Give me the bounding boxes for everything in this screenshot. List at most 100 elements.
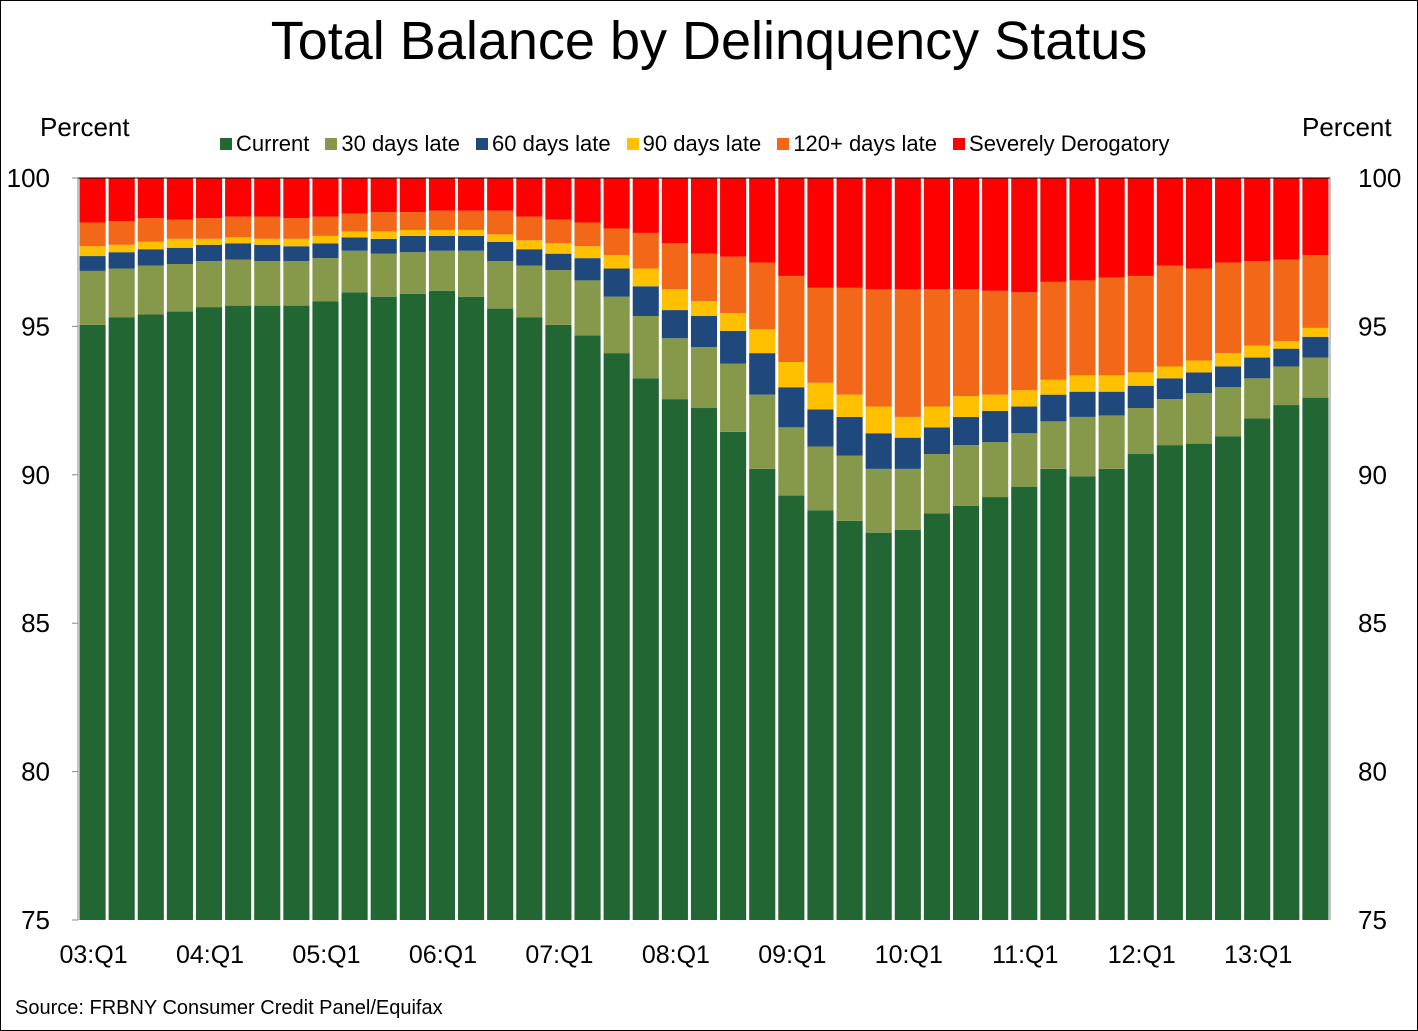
bar-segment-current: [720, 431, 747, 920]
bar-segment-30-days-late: [370, 253, 397, 297]
bar-segment-severely-derogatory: [1011, 178, 1038, 293]
bar-segment-current: [225, 305, 252, 920]
y-tick-label-right: 80: [1358, 757, 1387, 787]
left-axis-label: Percent: [40, 112, 130, 142]
bar-segment-120-days-late: [283, 218, 310, 239]
bar-segment-30-days-late: [720, 363, 747, 432]
bar-segment-120-days-late: [749, 262, 776, 330]
legend-swatch: [953, 138, 966, 150]
bar-segment-60-days-late: [1302, 336, 1329, 358]
bar-segment-90-days-late: [137, 241, 164, 250]
bar-segment-120-days-late: [1185, 268, 1213, 361]
bar-segment-120-days-late: [690, 253, 718, 302]
bar-segment-severely-derogatory: [894, 178, 921, 290]
bar-segment-120-days-late: [1127, 275, 1154, 373]
bar-segment-90-days-late: [428, 229, 456, 236]
bar-segment-120-days-late: [137, 218, 164, 242]
bar-segment-90-days-late: [952, 396, 980, 417]
bar-segment-current: [1011, 486, 1038, 920]
bar-segment-90-days-late: [603, 255, 630, 269]
bar-segment-90-days-late: [254, 238, 281, 245]
bar-segment-60-days-late: [1011, 406, 1038, 434]
bar-segment-current: [487, 308, 514, 920]
bar-segment-30-days-late: [1098, 415, 1125, 469]
bar-segment-severely-derogatory: [1185, 178, 1213, 269]
bar-segment-current: [836, 520, 863, 920]
legend-label: 120+ days late: [793, 131, 938, 156]
bar-segment-30-days-late: [982, 442, 1009, 498]
bar-segment-severely-derogatory: [1244, 178, 1271, 262]
bar-segment-120-days-late: [1244, 261, 1271, 346]
bar-segment-60-days-late: [428, 235, 456, 251]
bar-segment-severely-derogatory: [1040, 178, 1067, 282]
bar-segment-90-days-late: [661, 289, 688, 311]
bar-segment-severely-derogatory: [1273, 178, 1300, 260]
bar-segment-60-days-late: [1185, 372, 1213, 394]
bar-segment-severely-derogatory: [1302, 178, 1329, 256]
bar-segment-severely-derogatory: [778, 178, 805, 276]
legend-label: Current: [236, 131, 310, 156]
bar-segment-120-days-late: [574, 222, 601, 247]
legend-item: 30 days late: [325, 131, 460, 157]
bar-segment-120-days-late: [836, 287, 863, 395]
bar-segment-120-days-late: [778, 275, 805, 363]
bar-segment-severely-derogatory: [1098, 178, 1125, 278]
bar-segment-90-days-late: [836, 394, 863, 417]
x-tick-label: 10:Q1: [875, 941, 943, 969]
bar-segment-90-days-late: [1069, 375, 1096, 392]
bar-segment-severely-derogatory: [399, 178, 426, 213]
bar-segment-120-days-late: [487, 210, 514, 235]
bar-segment-60-days-late: [108, 252, 135, 269]
bar-segment-30-days-late: [661, 338, 688, 400]
y-tick-label-left: 90: [21, 460, 50, 490]
bar-segment-90-days-late: [1302, 327, 1329, 337]
bar-segment-severely-derogatory: [632, 178, 659, 233]
bar-segment-30-days-late: [1011, 433, 1038, 487]
legend-item: 60 days late: [476, 131, 611, 157]
bar-segment-30-days-late: [1127, 408, 1154, 455]
bar-segment-30-days-late: [545, 270, 572, 325]
bar-segment-current: [749, 468, 776, 920]
bar-segment-60-days-late: [516, 249, 543, 266]
y-tick-label-right: 90: [1358, 460, 1387, 490]
bar-segment-120-days-late: [807, 287, 834, 383]
bar-segment-current: [574, 335, 601, 921]
bar-segment-90-days-late: [1244, 345, 1271, 358]
bar-segment-30-days-late: [399, 252, 426, 294]
bar-segment-severely-derogatory: [458, 178, 485, 211]
bar-segment-current: [283, 305, 310, 920]
bar-segment-30-days-late: [778, 427, 805, 496]
bar-segment-current: [516, 317, 543, 921]
bar-segment-120-days-late: [545, 219, 572, 244]
bar-segment-120-days-late: [894, 289, 921, 417]
bar-segment-30-days-late: [1215, 387, 1242, 437]
bar-segment-120-days-late: [79, 222, 106, 247]
bar-segment-60-days-late: [312, 243, 339, 259]
bar-segment-current: [1069, 476, 1096, 920]
bar-segment-current: [1098, 468, 1125, 920]
bar-segment-120-days-late: [982, 290, 1009, 395]
bar-segment-90-days-late: [1127, 372, 1154, 386]
bar-segment-120-days-late: [166, 219, 193, 239]
bar-segment-30-days-late: [923, 454, 950, 514]
bar-segment-30-days-late: [79, 270, 106, 325]
bar-segment-60-days-late: [1273, 348, 1300, 367]
bar-segment-120-days-late: [1302, 255, 1329, 328]
bar-segment-120-days-late: [632, 232, 659, 269]
y-tick-label-right: 95: [1358, 311, 1387, 341]
bar-segment-30-days-late: [952, 445, 980, 506]
bar-segment-60-days-late: [1040, 394, 1067, 422]
bar-segment-severely-derogatory: [807, 178, 834, 288]
bar-segment-30-days-late: [516, 265, 543, 318]
bar-segment-120-days-late: [225, 216, 252, 238]
bar-segment-current: [1127, 454, 1154, 920]
bar-segment-current: [1215, 436, 1242, 920]
bar-segment-120-days-late: [428, 210, 456, 230]
y-tick-label-right: 100: [1358, 163, 1401, 193]
bar-segment-90-days-late: [1011, 390, 1038, 407]
bar-segment-60-days-late: [603, 268, 630, 297]
bar-segment-current: [661, 399, 688, 921]
legend-label: 90 days late: [642, 131, 762, 156]
bar-segment-90-days-late: [1215, 353, 1242, 367]
bar-segment-current: [807, 510, 834, 920]
